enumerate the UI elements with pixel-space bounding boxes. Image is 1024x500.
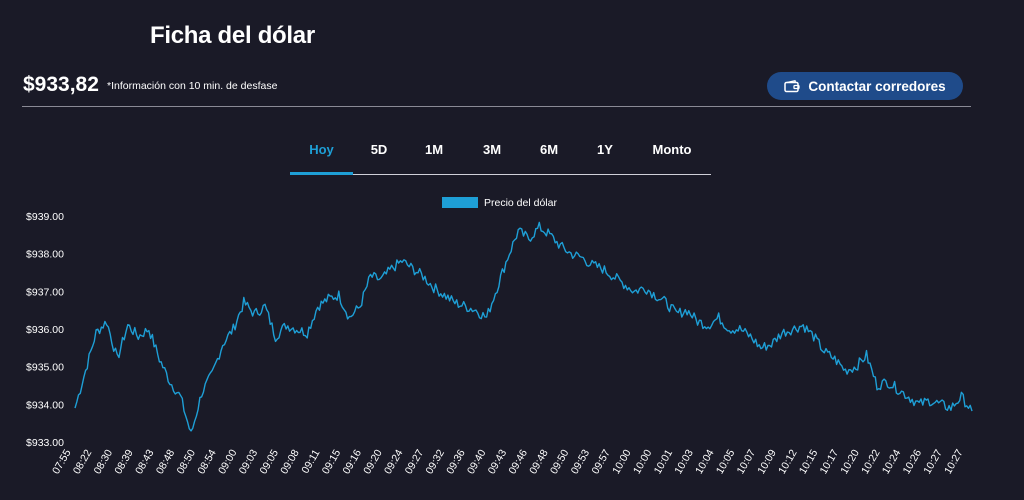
x-tick-label: 09:57 xyxy=(589,447,613,476)
x-tick-label: 10:12 xyxy=(776,447,800,476)
x-tick-label: 10:03 xyxy=(672,447,696,476)
x-tick-label: 10:01 xyxy=(652,447,676,476)
y-tick-label: $935.00 xyxy=(26,362,64,374)
tab-3m[interactable]: 3M xyxy=(482,142,502,157)
header-divider xyxy=(22,106,971,107)
chart-legend: Precio del dólar xyxy=(442,197,557,209)
x-tick-label: 09:46 xyxy=(506,447,530,476)
x-tick-label: 09:32 xyxy=(423,447,447,476)
y-tick-label: $933.00 xyxy=(26,437,64,449)
delay-note: *Información con 10 min. de desfase xyxy=(107,80,278,92)
series-line-precio-del-dolar xyxy=(74,221,973,432)
x-tick-label: 10:27 xyxy=(921,447,945,476)
y-axis: $933.00 $934.00 $935.00 $936.00 $937.00 $938.… xyxy=(26,211,64,449)
x-tick-label: 09:27 xyxy=(403,447,427,476)
x-tick-label: 09:15 xyxy=(320,447,344,476)
x-tick-label: 09:08 xyxy=(278,447,302,476)
x-tick-label: 09:20 xyxy=(361,447,385,476)
x-tick-label: 08:22 xyxy=(71,447,95,476)
y-tick-label: $936.00 xyxy=(26,324,64,336)
x-tick-label: 08:43 xyxy=(133,447,157,476)
x-tick-label: 09:43 xyxy=(486,447,510,476)
x-tick-label: 10:04 xyxy=(693,447,717,476)
x-tick-label: 08:48 xyxy=(154,447,178,476)
x-tick-label: 10:22 xyxy=(859,447,883,476)
x-tick-label: 10:15 xyxy=(797,447,821,476)
x-tick-label: 09:05 xyxy=(258,447,282,476)
x-tick-label: 09:00 xyxy=(216,447,240,476)
x-tick-label: 10:26 xyxy=(901,447,925,476)
x-tick-label: 10:00 xyxy=(631,447,655,476)
contact-brokers-button[interactable]: Contactar corredores xyxy=(767,72,963,100)
x-tick-label: 09:36 xyxy=(444,447,468,476)
tab-1m[interactable]: 1M xyxy=(424,142,444,157)
tab-6m[interactable]: 6M xyxy=(539,142,559,157)
tab-5d[interactable]: 5D xyxy=(370,142,388,157)
x-tick-label: 09:53 xyxy=(569,447,593,476)
x-tick-label: 10:27 xyxy=(942,447,966,476)
x-tick-label: 08:54 xyxy=(195,447,219,476)
tab-1y[interactable]: 1Y xyxy=(597,142,613,157)
legend-swatch xyxy=(442,197,478,208)
x-tick-label: 10:20 xyxy=(838,447,862,476)
legend-label: Precio del dólar xyxy=(484,197,557,209)
y-tick-label: $939.00 xyxy=(26,211,64,223)
page-title: Ficha del dólar xyxy=(150,22,315,49)
x-axis: 07:5508:2208:3008:3908:4308:4808:5008:54… xyxy=(50,447,966,476)
x-tick-label: 09:40 xyxy=(465,447,489,476)
range-tabs: Hoy 5D 1M 3M 6M 1Y Monto xyxy=(290,130,711,175)
x-tick-label: 08:50 xyxy=(175,447,199,476)
contact-brokers-label: Contactar corredores xyxy=(808,78,946,94)
x-tick-label: 09:11 xyxy=(299,447,322,475)
x-tick-label: 10:00 xyxy=(610,447,634,476)
x-tick-label: 10:05 xyxy=(714,447,738,476)
x-tick-label: 09:50 xyxy=(548,447,572,476)
tab-hoy[interactable]: Hoy xyxy=(290,130,353,175)
x-tick-label: 08:39 xyxy=(112,447,136,476)
x-tick-label: 09:16 xyxy=(340,447,364,476)
y-tick-label: $937.00 xyxy=(26,286,64,298)
x-tick-label: 10:17 xyxy=(818,447,842,476)
x-tick-label: 10:07 xyxy=(735,447,759,476)
x-tick-label: 10:24 xyxy=(880,447,904,476)
wallet-icon xyxy=(784,79,800,93)
x-tick-label: 09:03 xyxy=(237,447,261,476)
x-tick-label: 07:55 xyxy=(50,447,74,476)
x-tick-label: 10:09 xyxy=(755,447,779,476)
price-chart: Precio del dólar $933.00$934.00$935.00$9… xyxy=(26,197,973,476)
y-tick-label: $934.00 xyxy=(26,399,64,411)
current-price: $933,82 xyxy=(23,73,99,96)
x-tick-label: 09:24 xyxy=(382,447,406,476)
x-tick-label: 09:48 xyxy=(527,447,551,476)
x-tick-label: 08:30 xyxy=(92,447,116,476)
tab-monto[interactable]: Monto xyxy=(652,142,692,157)
y-tick-label: $938.00 xyxy=(26,249,64,261)
